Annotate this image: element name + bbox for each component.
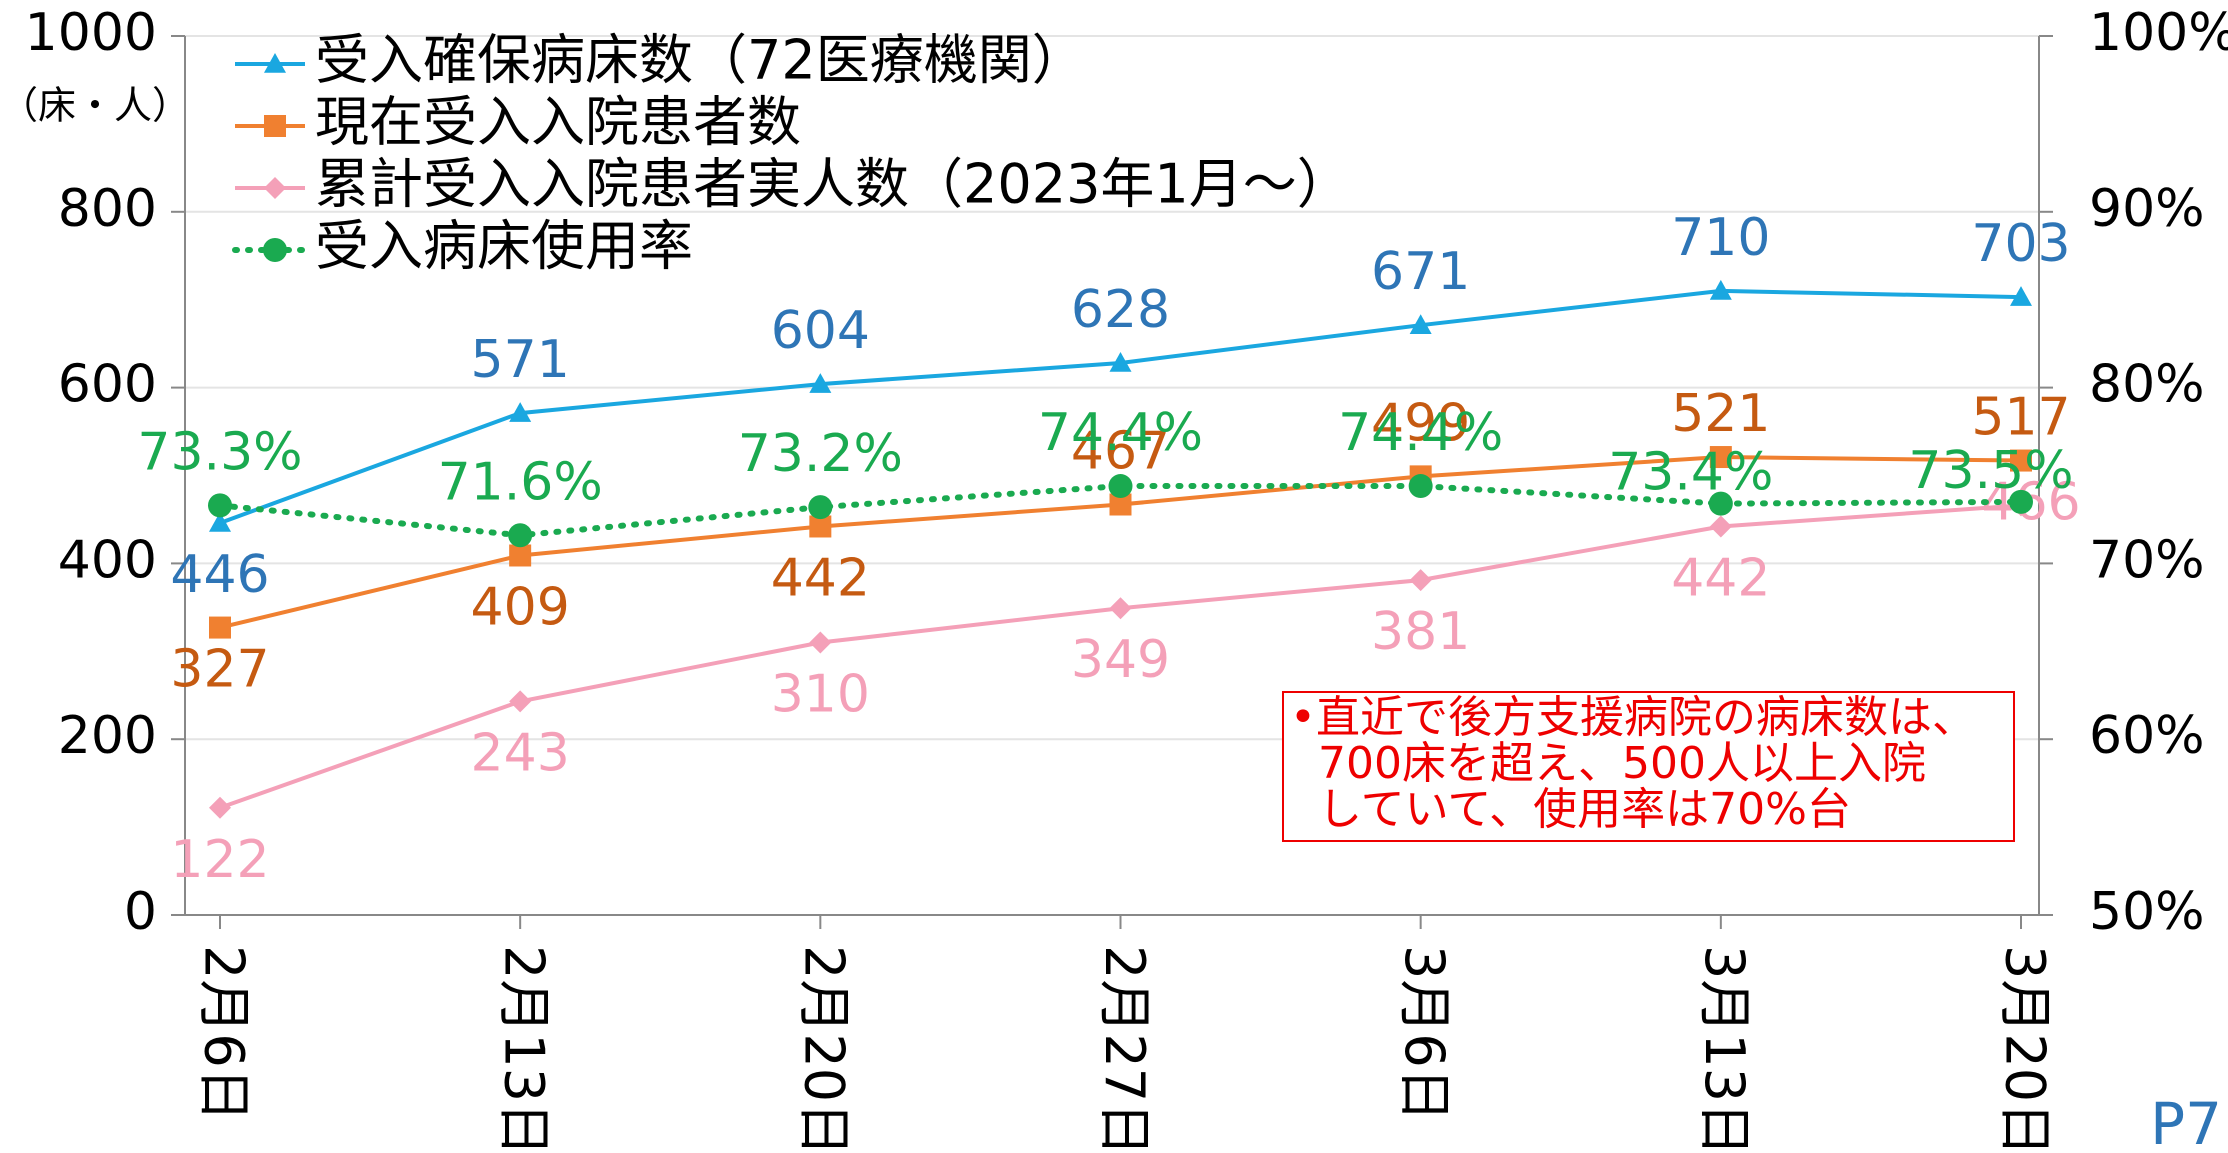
marker (1108, 474, 1133, 499)
marker (1709, 279, 1732, 300)
data-label: 442 (771, 548, 870, 608)
data-label: 604 (771, 301, 870, 361)
marker (264, 177, 286, 199)
marker (1409, 314, 1432, 334)
legend-label: 受入病床使用率 (315, 215, 693, 278)
data-label: 467 (1071, 422, 1170, 482)
marker (809, 515, 832, 538)
data-label: 349 (1071, 630, 1170, 690)
y2-tick-label: 90% (2089, 179, 2205, 239)
marker (208, 493, 232, 518)
annotation-text: していて、使用率は70%台 (1318, 784, 1851, 835)
y2-tick-label: 80% (2089, 355, 2205, 415)
legend-label: 受入確保病床数（72医療機関） (315, 29, 1086, 92)
data-label: 521 (1671, 384, 1770, 444)
marker (1109, 597, 1132, 620)
data-label: 327 (170, 640, 269, 700)
marker (209, 616, 231, 639)
y-tick-label: 200 (58, 706, 157, 766)
marker (508, 523, 533, 548)
y-tick-label: 400 (58, 530, 157, 590)
y-tick-label: 800 (58, 179, 157, 239)
data-label: 243 (471, 723, 570, 783)
data-label: 499 (1371, 393, 1470, 453)
data-label: 571 (471, 330, 570, 390)
marker (808, 495, 833, 520)
x-tick-label: 2月6日 (192, 945, 255, 1122)
annotation-box (1282, 691, 2015, 842)
data-label: 73.3% (137, 422, 302, 482)
legend-label: 累計受入入院患者実人数（2023年1月～） (315, 153, 1351, 216)
x-tick-label: 3月20日 (1993, 945, 2056, 1153)
data-label: 671 (1371, 242, 1470, 302)
marker (809, 373, 832, 393)
marker (1409, 569, 1432, 592)
x-tick-label: 3月13日 (1693, 945, 1756, 1153)
legend-label: 現在受入入院患者数 (315, 91, 801, 154)
marker (1709, 515, 1732, 538)
data-label: 628 (1071, 280, 1170, 340)
y-tick-label: 0 (124, 882, 157, 942)
data-label: 73.4% (1608, 443, 1773, 503)
marker (1408, 474, 1433, 499)
marker (1109, 493, 1132, 516)
marker (209, 511, 231, 532)
y-tick-label: 1000 (25, 3, 157, 63)
marker (2009, 489, 2033, 514)
y2-tick-label: 100% (2089, 3, 2228, 63)
annotation-text: •直近で後方支援病院の病床数は、 (1290, 692, 1976, 743)
marker (1708, 491, 1733, 516)
page-number: P7 (2150, 1090, 2222, 1153)
data-label: 310 (771, 665, 870, 725)
x-tick-label: 3月6日 (1393, 945, 1456, 1122)
y-unit-label: （床・人） (0, 84, 190, 128)
marker (264, 115, 286, 137)
data-label: 381 (1371, 602, 1470, 662)
y2-tick-label: 60% (2089, 706, 2205, 766)
data-label: 710 (1671, 208, 1770, 268)
data-label: 442 (1671, 548, 1770, 608)
marker (809, 631, 832, 654)
y2-tick-label: 50% (2089, 882, 2205, 942)
marker (263, 238, 287, 262)
data-label: 703 (1971, 214, 2070, 274)
marker (1709, 446, 1732, 469)
marker (2010, 286, 2032, 306)
data-label: 446 (170, 545, 269, 605)
data-label: 517 (1971, 388, 2070, 448)
marker (264, 53, 286, 73)
marker (509, 544, 532, 567)
marker (2010, 449, 2032, 472)
data-label: 74.4% (1338, 403, 1503, 463)
marker (209, 796, 231, 819)
marker (509, 690, 532, 713)
x-tick-label: 2月13日 (493, 945, 556, 1153)
y2-tick-label: 70% (2089, 530, 2205, 590)
x-tick-label: 2月20日 (793, 945, 856, 1153)
data-label: 73.2% (738, 424, 903, 484)
data-label: 71.6% (438, 452, 603, 512)
data-label: 74.4% (1038, 403, 1203, 463)
data-label: 122 (170, 830, 269, 890)
x-tick-label: 2月27日 (1093, 945, 1156, 1153)
marker (1109, 351, 1132, 372)
y-tick-label: 600 (58, 355, 157, 415)
annotation-text: 700床を超え、500人以上入院 (1318, 738, 1926, 789)
marker (509, 402, 532, 422)
data-label: 73.5% (1908, 441, 2073, 501)
data-label: 409 (471, 577, 570, 637)
